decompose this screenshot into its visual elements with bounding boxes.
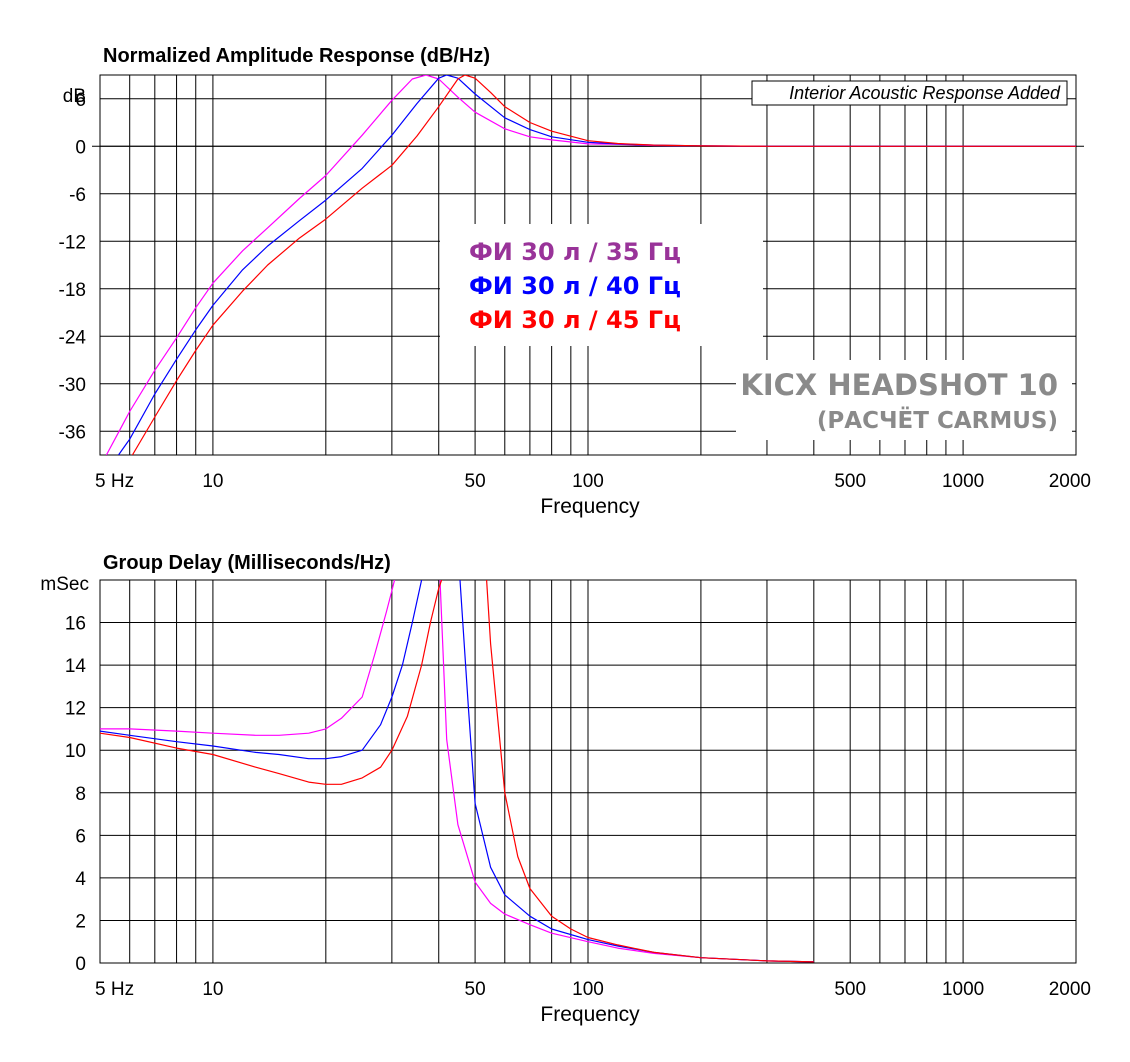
y-tick-label: 6 [75, 90, 86, 111]
annotation-text: Interior Acoustic Response Added [789, 83, 1061, 103]
x-tick-label: 50 [465, 471, 486, 492]
group-delay-chart: Group Delay (Milliseconds/Hz) mSec 16 14 1… [40, 552, 1091, 1026]
y-tick-label: -6 [69, 185, 86, 206]
x-tick-label: 5 Hz [95, 979, 134, 1000]
amplitude-chart-title: Normalized Amplitude Response (dB/Hz) [103, 45, 490, 67]
x-tick-label: 10 [202, 471, 223, 492]
group-delay-chart-title: Group Delay (Milliseconds/Hz) [103, 552, 391, 574]
series-line-2 [100, 580, 814, 963]
y-tick-label: 0 [75, 954, 86, 975]
y-tick-label: 8 [75, 784, 86, 805]
x-tick-label: 1000 [942, 471, 984, 492]
y-tick-label: 10 [65, 741, 86, 762]
y-tick-label: -12 [59, 232, 86, 253]
x-tick-label: 10 [202, 979, 223, 1000]
watermark-line1: KICX HEADSHOT 10 [740, 368, 1058, 402]
legend-item-45hz: ФИ 30 л / 45 Гц [469, 306, 681, 334]
series-line-3 [100, 580, 814, 963]
group-delay-x-axis-label: Frequency [540, 1003, 640, 1026]
y-tick-label: 14 [65, 656, 87, 677]
amplitude-response-chart: Normalized Amplitude Response (dB/Hz) dB… [59, 45, 1091, 518]
x-tick-label: 50 [465, 979, 486, 1000]
y-tick-label: 6 [75, 826, 86, 847]
annotation-box: Interior Acoustic Response Added [751, 80, 1068, 106]
legend-item-35hz: ФИ 30 л / 35 Гц [469, 238, 681, 266]
y-tick-label: 16 [65, 614, 86, 635]
group-delay-y-unit-label: mSec [40, 574, 89, 595]
x-tick-label: 2000 [1049, 979, 1091, 1000]
y-tick-label: 2 [75, 911, 86, 932]
x-tick-label: 500 [834, 979, 866, 1000]
series-line-3 [131, 75, 1076, 455]
legend-item-40hz: ФИ 30 л / 40 Гц [469, 272, 681, 300]
amplitude-x-axis-label: Frequency [540, 495, 640, 518]
y-tick-label: 0 [75, 137, 86, 158]
watermark-background [736, 360, 1072, 440]
y-tick-label: 4 [75, 869, 86, 890]
x-tick-label: 5 Hz [95, 471, 134, 492]
y-tick-label: -18 [59, 280, 86, 301]
y-tick-label: 12 [65, 699, 86, 720]
amplitude-y-unit-label: dB [63, 86, 86, 107]
x-tick-label: 100 [572, 471, 604, 492]
legend: ФИ 30 л / 35 Гц ФИ 30 л / 40 Гц ФИ 30 л … [469, 238, 681, 334]
x-tick-label: 100 [572, 979, 604, 1000]
watermark-line2: (РАСЧЁТ CARMUS) [817, 406, 1058, 434]
y-tick-label: -36 [59, 422, 86, 443]
x-tick-label: 1000 [942, 979, 984, 1000]
legend-background [440, 224, 763, 346]
x-tick-label: 2000 [1049, 471, 1091, 492]
x-tick-label: 500 [834, 471, 866, 492]
y-tick-label: -30 [59, 375, 86, 396]
y-tick-label: -24 [59, 327, 87, 348]
series-line-1 [100, 580, 814, 963]
